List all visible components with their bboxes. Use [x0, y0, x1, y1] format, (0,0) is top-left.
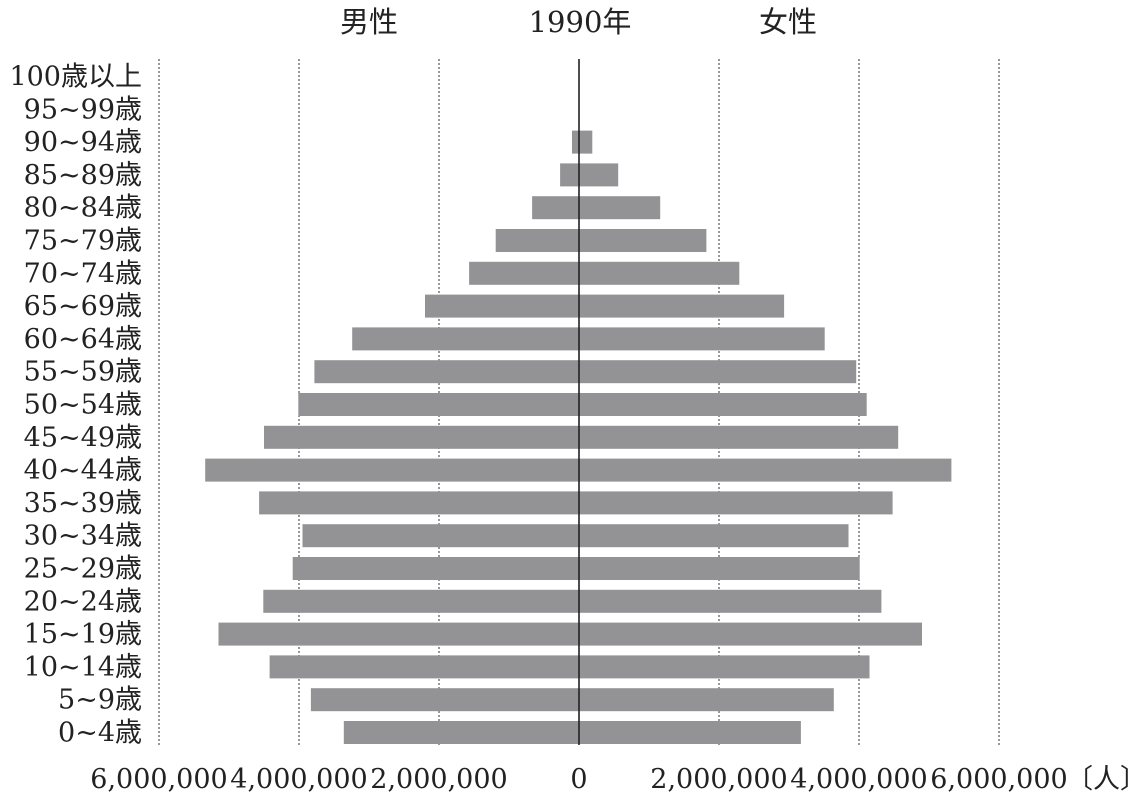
- male-bar: [292, 557, 579, 580]
- female-header: 女性: [759, 5, 817, 39]
- age-group-label: 50~54歳: [24, 390, 142, 421]
- female-bar: [579, 130, 593, 154]
- age-group-label: 85~89歳: [24, 160, 142, 191]
- age-group-label: 40~44歳: [24, 455, 142, 486]
- bars: [205, 130, 952, 744]
- x-tick-label: 4,000,000: [230, 764, 367, 795]
- x-axis-tick-labels: 6,000,000 4,000,000 2,000,000 0 2,000,000 4,0…: [90, 764, 1067, 795]
- female-bar: [579, 163, 619, 187]
- age-group-label: 10~14歳: [24, 652, 142, 683]
- female-bar: [579, 229, 707, 252]
- male-bar: [298, 393, 579, 416]
- female-bar: [579, 196, 661, 220]
- age-group-label: 25~29歳: [24, 554, 142, 585]
- female-bar: [579, 327, 825, 351]
- female-bar: [579, 622, 922, 646]
- age-group-labels: 100歳以上95~99歳90~94歳85~89歳80~84歳75~79歳70~7…: [9, 62, 142, 749]
- age-group-label: 65~69歳: [24, 291, 142, 322]
- female-bar: [579, 294, 785, 318]
- male-bar: [343, 721, 579, 744]
- chart-title: 1990年: [529, 5, 632, 39]
- male-bar: [218, 622, 579, 646]
- female-bar: [579, 721, 801, 744]
- male-bar: [205, 458, 579, 482]
- female-bar: [579, 655, 870, 679]
- age-group-label: 5~9歳: [58, 685, 142, 716]
- age-group-label: 100歳以上: [9, 62, 142, 93]
- x-tick-label: 0: [570, 764, 587, 795]
- male-bar: [263, 589, 579, 613]
- x-tick-label: 6,000,000: [930, 764, 1067, 795]
- male-bar: [302, 524, 579, 548]
- age-group-label: 0~4歳: [58, 718, 142, 749]
- female-bar: [579, 261, 740, 285]
- age-group-label: 45~49歳: [24, 422, 142, 453]
- age-group-label: 95~99歳: [24, 94, 142, 125]
- female-bar: [579, 589, 882, 613]
- age-group-label: 55~59歳: [24, 357, 142, 388]
- male-bar: [532, 196, 579, 220]
- male-bar: [572, 130, 579, 154]
- female-bar: [579, 425, 899, 449]
- x-tick-label: 2,000,000: [370, 764, 507, 795]
- age-group-label: 90~94歳: [24, 127, 142, 158]
- age-group-label: 60~64歳: [24, 324, 142, 355]
- age-group-label: 75~79歳: [24, 226, 142, 257]
- age-group-label: 70~74歳: [24, 258, 142, 289]
- male-bar: [469, 261, 579, 285]
- male-bar: [269, 655, 579, 679]
- male-bar: [310, 688, 579, 712]
- female-bar: [579, 688, 834, 712]
- age-group-label: 20~24歳: [24, 586, 142, 617]
- x-tick-label: 2,000,000: [650, 764, 787, 795]
- male-bar: [560, 163, 579, 187]
- age-group-label: 35~39歳: [24, 488, 142, 519]
- male-bar: [425, 294, 579, 318]
- male-bar: [352, 327, 579, 351]
- male-bar: [259, 491, 579, 515]
- female-bar: [579, 491, 893, 515]
- female-bar: [579, 557, 860, 580]
- female-bar: [579, 524, 849, 548]
- male-bar: [314, 360, 579, 384]
- male-header: 男性: [340, 5, 398, 39]
- age-group-label: 15~19歳: [24, 619, 142, 650]
- x-tick-label: 6,000,000: [90, 764, 227, 795]
- female-bar: [579, 393, 867, 416]
- unit-label: 〔人〕: [1066, 764, 1138, 795]
- male-bar: [264, 425, 579, 449]
- male-bar: [495, 229, 579, 252]
- x-tick-label: 4,000,000: [790, 764, 927, 795]
- female-bar: [579, 360, 857, 384]
- age-group-label: 30~34歳: [24, 521, 142, 552]
- female-bar: [579, 458, 952, 482]
- age-group-label: 80~84歳: [24, 193, 142, 224]
